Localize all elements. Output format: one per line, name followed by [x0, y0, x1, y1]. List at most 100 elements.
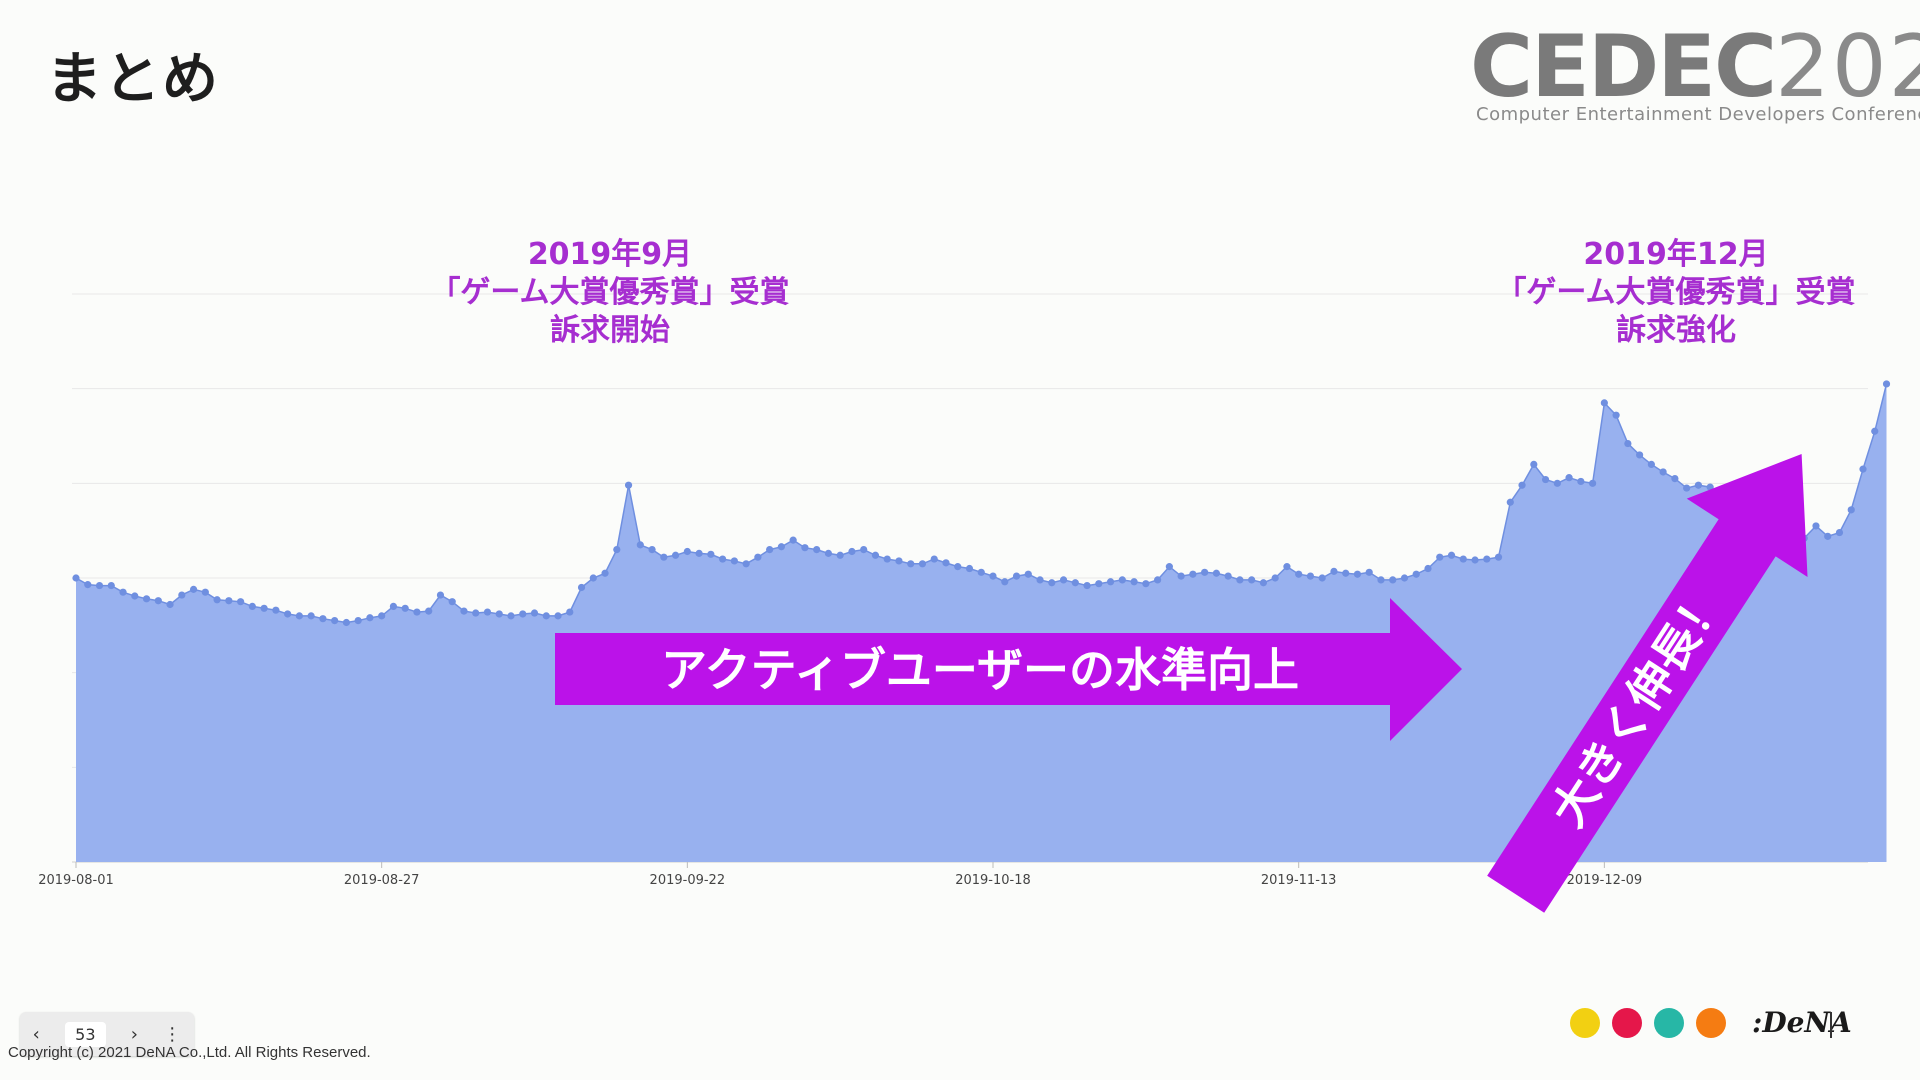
data-point [1259, 579, 1268, 587]
data-point [719, 555, 727, 563]
data-point [1212, 569, 1220, 577]
data-point [342, 618, 351, 627]
data-point [1600, 399, 1608, 407]
data-point [154, 597, 162, 605]
data-point [331, 617, 339, 625]
next-slide-button[interactable]: › [130, 1023, 138, 1045]
data-point [530, 609, 539, 617]
x-tick-label: 2019-11-13 [1261, 873, 1337, 888]
data-point [131, 592, 139, 600]
data-point [236, 598, 245, 606]
data-point [789, 536, 797, 544]
logo-subtitle: Computer Entertainment Developers Confer… [1476, 104, 1920, 125]
data-point [1165, 563, 1173, 571]
data-point [1553, 479, 1561, 487]
data-point [1048, 579, 1056, 587]
data-point [84, 581, 92, 589]
data-point [319, 615, 327, 623]
data-point [413, 608, 421, 616]
data-point [1835, 528, 1844, 537]
slide-pager: ‹ 53 › ⋮ [20, 1012, 194, 1056]
data-point [1659, 468, 1667, 476]
data-point [1494, 553, 1503, 561]
data-point [965, 564, 974, 573]
data-point [824, 549, 833, 557]
data-point [907, 560, 915, 568]
data-point [836, 551, 844, 559]
data-point [695, 549, 703, 557]
data-point [1683, 484, 1691, 492]
data-point [754, 553, 762, 561]
copyright-text: Copyright (c) 2021 DeNA Co.,Ltd. All Rig… [8, 1044, 371, 1061]
data-point [777, 543, 785, 551]
logo-wordmark: CEDEC2021 [1470, 17, 1920, 117]
data-point [307, 612, 315, 620]
data-point [284, 610, 292, 618]
data-point [1647, 460, 1655, 468]
data-point [1342, 569, 1350, 577]
data-point [683, 547, 691, 556]
data-point [742, 560, 750, 568]
data-point [1365, 568, 1373, 576]
data-point [425, 607, 433, 615]
data-point [1577, 477, 1585, 486]
data-point [1024, 570, 1032, 578]
annotation-december: 2019年12月 「ゲーム大賞優秀賞」受賞 訴求強化 [1466, 236, 1886, 350]
data-point [1447, 551, 1456, 559]
data-point [1012, 572, 1021, 580]
data-point [1118, 576, 1126, 584]
data-point [354, 617, 362, 625]
data-point [577, 583, 586, 592]
data-point [1436, 553, 1444, 561]
data-point [1036, 576, 1044, 584]
data-point [1130, 578, 1138, 586]
data-point [519, 610, 527, 618]
data-point [918, 560, 927, 568]
data-point [648, 546, 656, 554]
data-point [1189, 570, 1197, 578]
data-point [1106, 578, 1115, 586]
data-point [1882, 380, 1891, 388]
data-point [472, 609, 480, 617]
data-point [1318, 574, 1326, 582]
data-point [1671, 475, 1679, 483]
annotation-dec-action: 訴求強化 [1616, 313, 1736, 348]
data-point [1612, 411, 1620, 419]
brand-divider [1830, 1012, 1832, 1038]
data-point [1859, 465, 1867, 473]
data-point [895, 557, 903, 565]
data-point [542, 612, 550, 620]
more-options-icon[interactable]: ⋮ [163, 1023, 182, 1045]
x-tick-label: 2019-08-27 [344, 873, 420, 888]
data-point [366, 614, 374, 622]
prev-slide-button[interactable]: ‹ [32, 1023, 40, 1045]
data-point [636, 541, 644, 549]
data-point [436, 591, 445, 599]
data-point [801, 544, 809, 552]
data-point [1224, 572, 1232, 580]
data-point [1330, 567, 1338, 575]
data-point [1871, 427, 1879, 435]
data-point [1295, 570, 1303, 578]
x-axis-ticks: 2019-08-01 2019-08-27 2019-09-22 2019-10-18… [38, 862, 1642, 888]
data-point [119, 588, 127, 596]
data-point [1306, 572, 1315, 580]
data-point [554, 612, 562, 620]
data-point [178, 591, 186, 599]
data-point [1400, 574, 1409, 582]
data-point [213, 596, 221, 604]
brand-dot [1570, 1008, 1600, 1038]
data-point [942, 559, 950, 567]
data-point [1412, 570, 1420, 578]
data-point [977, 568, 985, 576]
data-point [871, 551, 880, 559]
page-number-field[interactable]: 53 [65, 1021, 106, 1047]
x-tick-label: 2019-10-18 [955, 873, 1031, 888]
data-point [389, 602, 398, 611]
data-point [507, 612, 515, 620]
horizontal-arrow [555, 598, 1462, 741]
data-point [1001, 578, 1009, 586]
data-point [1506, 498, 1514, 506]
data-point [142, 595, 151, 603]
data-point [448, 598, 456, 606]
